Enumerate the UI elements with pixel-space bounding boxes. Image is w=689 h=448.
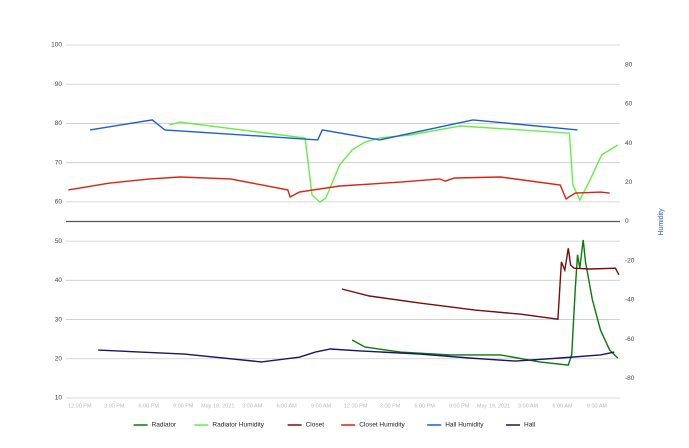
legend-label: Closet	[306, 422, 325, 429]
y-tick-label: 50	[55, 238, 63, 245]
series-line	[169, 121, 619, 203]
y2-tick-label: -40	[625, 297, 635, 304]
x-tick-label: May 18, 2021	[201, 403, 234, 409]
x-tick-label: 12:00 PM	[344, 403, 368, 409]
x-tick-label: 3:00 AM	[242, 403, 263, 409]
legend-label: Radiator Humidity	[212, 422, 264, 429]
x-tick-label: May 19, 2021	[477, 403, 510, 409]
y2-tick-label: 40	[625, 140, 633, 147]
y2-tick-label: -60	[625, 336, 635, 343]
legend-label: Hall Humidity	[445, 422, 484, 429]
y2-tick-label: -20	[625, 257, 635, 264]
y-tick-label: 80	[55, 120, 63, 127]
y-tick-label: 20	[55, 355, 63, 362]
y2-tick-label: 60	[625, 101, 633, 108]
x-tick-label: 6:00 AM	[277, 403, 298, 409]
series-line	[351, 239, 619, 366]
x-tick-label: 9:00 AM	[587, 403, 608, 409]
legend-label: Radiator	[152, 422, 177, 429]
series-line	[98, 348, 615, 363]
y-tick-label: 40	[55, 277, 63, 284]
x-tick-label: 3:00 AM	[518, 403, 539, 409]
x-tick-label: 9:00 PM	[173, 403, 194, 409]
y2-tick-label: -80	[625, 375, 635, 382]
x-tick-label: 3:00 PM	[104, 403, 125, 409]
series-line	[68, 176, 610, 200]
y2-axis-label: Humidity	[658, 208, 665, 236]
y-tick-label: 70	[55, 159, 63, 166]
x-tick-label: 3:00 PM	[380, 403, 401, 409]
y2-tick-label: 20	[625, 179, 633, 186]
x-tick-label: 6:00 AM	[552, 403, 573, 409]
x-tick-label: 6:00 PM	[139, 403, 160, 409]
y-tick-label: 30	[55, 316, 63, 323]
x-tick-label: 6:00 PM	[414, 403, 435, 409]
series-line	[341, 248, 620, 320]
y2-tick-label: 80	[625, 61, 633, 68]
y-tick-label: 60	[55, 199, 63, 206]
y-tick-label: 100	[51, 42, 62, 49]
series-line	[89, 119, 578, 141]
legend-label: Hall	[524, 422, 536, 429]
y2-tick-label: 0	[625, 218, 629, 225]
legend-label: Closet Humidity	[359, 422, 405, 429]
x-tick-label: 9:00 AM	[311, 403, 332, 409]
y-tick-label: 90	[55, 81, 63, 88]
x-tick-label: 9:00 PM	[449, 403, 470, 409]
y-tick-label: 10	[55, 395, 63, 402]
x-tick-label: 12:00 PM	[68, 403, 92, 409]
